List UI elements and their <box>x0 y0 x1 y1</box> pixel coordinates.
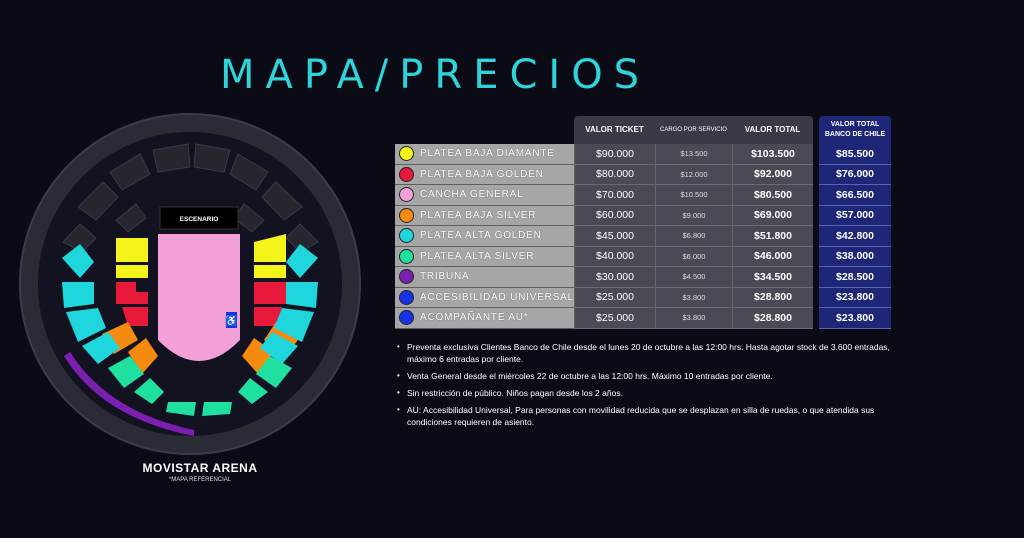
venue-map: ESCENARIO ♿ <box>19 113 361 455</box>
platea-alta-silver-sections <box>108 356 292 416</box>
notes-list: Preventa exclusiva Clientes Banco de Chi… <box>397 341 897 433</box>
price-row: ACOMPAÑANTE AU* $25.000 $3.800 $28.800 $23.8… <box>395 308 891 329</box>
price-row: ACCESIBILIDAD UNIVERSAL $25.000 $3.800 $28.… <box>395 287 891 308</box>
note-item: AU: Accesibilidad Universal, Para person… <box>397 404 897 428</box>
valor-total-cell: $92.000 <box>732 164 813 185</box>
wheelchair-icon: ♿ <box>225 314 237 327</box>
valor-ticket-cell: $70.000 <box>574 185 655 206</box>
valor-total-cell: $34.500 <box>732 267 813 288</box>
cargo-servicio-cell: $3.800 <box>655 308 732 329</box>
category-name: PLATEA ALTA SILVER <box>420 250 535 262</box>
category-cell: PLATEA ALTA GOLDEN <box>395 226 574 247</box>
valor-banco-cell: $23.800 <box>819 308 891 329</box>
grey-upper-sections <box>62 143 319 253</box>
cargo-servicio-cell: $6.800 <box>655 226 732 247</box>
valor-total-cell: $103.500 <box>732 144 813 165</box>
category-color-dot <box>399 269 414 285</box>
price-row: PLATEA BAJA DIAMANTE $90.000 $13.500 $103.5… <box>395 144 891 165</box>
price-row: PLATEA BAJA GOLDEN $80.000 $12.000 $92.000 $… <box>395 164 891 185</box>
category-color-dot <box>399 248 414 264</box>
header-valor-banco: VALOR TOTAL BANCO DE CHILE <box>819 116 891 144</box>
category-name: ACOMPAÑANTE AU* <box>420 312 529 324</box>
price-row: PLATEA ALTA SILVER $40.000 $6.000 $46.000 $3… <box>395 246 891 267</box>
price-row: PLATEA ALTA GOLDEN $45.000 $6.800 $51.800 $4… <box>395 226 891 247</box>
cancha-general-section <box>158 234 240 361</box>
valor-ticket-cell: $80.000 <box>574 164 655 185</box>
valor-ticket-cell: $25.000 <box>574 308 655 329</box>
valor-banco-cell: $76.000 <box>819 164 891 185</box>
venue-name: MOVISTAR ARENA <box>142 461 258 475</box>
stage <box>159 206 239 230</box>
cargo-servicio-cell: $4.500 <box>655 267 732 288</box>
category-name: TRIBUNA <box>420 271 470 283</box>
category-cell: PLATEA ALTA SILVER <box>395 246 574 267</box>
stage-label: ESCENARIO <box>180 216 219 223</box>
valor-banco-cell: $28.500 <box>819 267 891 288</box>
valor-ticket-cell: $25.000 <box>574 287 655 308</box>
valor-total-cell: $46.000 <box>732 246 813 267</box>
valor-total-cell: $80.500 <box>732 185 813 206</box>
platea-baja-golden-sections <box>116 282 286 326</box>
price-row: TRIBUNA $30.000 $4.500 $34.500 $28.500 <box>395 267 891 288</box>
cargo-servicio-cell: $3.800 <box>655 287 732 308</box>
note-item: Sin restricción de público. Niños pagan … <box>397 387 897 399</box>
valor-banco-cell: $23.800 <box>819 287 891 308</box>
category-name: PLATEA BAJA DIAMANTE <box>420 148 555 160</box>
valor-total-cell: $28.800 <box>732 308 813 329</box>
category-name: PLATEA ALTA GOLDEN <box>420 230 542 242</box>
category-color-dot <box>399 310 414 326</box>
valor-banco-cell: $85.500 <box>819 144 891 165</box>
tribuna-section <box>64 352 194 436</box>
valor-ticket-cell: $40.000 <box>574 246 655 267</box>
valor-banco-cell: $57.000 <box>819 205 891 226</box>
category-color-dot <box>399 187 414 203</box>
valor-banco-cell: $42.800 <box>819 226 891 247</box>
category-name: ACCESIBILIDAD UNIVERSAL <box>420 291 574 303</box>
header-blank <box>395 116 574 144</box>
valor-ticket-cell: $45.000 <box>574 226 655 247</box>
category-cell: PLATEA BAJA SILVER <box>395 205 574 226</box>
category-cell: CANCHA GENERAL <box>395 185 574 206</box>
valor-total-cell: $51.800 <box>732 226 813 247</box>
cargo-servicio-cell: $10.500 <box>655 185 732 206</box>
category-cell: PLATEA BAJA DIAMANTE <box>395 144 574 165</box>
cargo-servicio-cell: $12.000 <box>655 164 732 185</box>
cargo-servicio-cell: $9.000 <box>655 205 732 226</box>
category-cell: TRIBUNA <box>395 267 574 288</box>
category-color-dot <box>399 207 414 223</box>
category-name: PLATEA BAJA GOLDEN <box>420 168 544 180</box>
category-cell: PLATEA BAJA GOLDEN <box>395 164 574 185</box>
category-color-dot <box>399 166 414 182</box>
category-name: CANCHA GENERAL <box>420 189 524 201</box>
platea-baja-diamante-sections <box>116 234 286 278</box>
note-item: Venta General desde el miércoles 22 de o… <box>397 370 897 382</box>
valor-banco-cell: $38.000 <box>819 246 891 267</box>
valor-banco-cell: $66.500 <box>819 185 891 206</box>
valor-total-cell: $69.000 <box>732 205 813 226</box>
category-cell: ACOMPAÑANTE AU* <box>395 308 574 329</box>
valor-ticket-cell: $60.000 <box>574 205 655 226</box>
header-cargo-servicio: CARGO POR SERVICIO <box>655 116 732 144</box>
cargo-servicio-cell: $6.000 <box>655 246 732 267</box>
category-cell: ACCESIBILIDAD UNIVERSAL <box>395 287 574 308</box>
venue-note: *MAPA REFERENCIAL <box>168 477 232 483</box>
price-row: PLATEA BAJA SILVER $60.000 $9.000 $69.000 $5… <box>395 205 891 226</box>
note-item: Preventa exclusiva Clientes Banco de Chi… <box>397 341 897 365</box>
header-valor-total: VALOR TOTAL <box>732 116 813 144</box>
platea-alta-golden-sections <box>62 244 318 364</box>
valor-ticket-cell: $30.000 <box>574 267 655 288</box>
category-color-dot <box>399 289 414 305</box>
valor-ticket-cell: $90.000 <box>574 144 655 165</box>
page-title: MAPA/PRECIOS <box>220 52 651 98</box>
header-valor-ticket: VALOR TICKET <box>574 116 655 144</box>
category-name: PLATEA BAJA SILVER <box>420 209 537 221</box>
valor-total-cell: $28.800 <box>732 287 813 308</box>
cargo-servicio-cell: $13.500 <box>655 144 732 165</box>
price-table: VALOR TICKET CARGO POR SERVICIO VALOR TO… <box>395 116 891 329</box>
category-color-dot <box>399 228 414 244</box>
category-color-dot <box>399 146 414 162</box>
price-row: CANCHA GENERAL $70.000 $10.500 $80.500 $66.5… <box>395 185 891 206</box>
accessibility-icon-bg <box>226 312 237 328</box>
